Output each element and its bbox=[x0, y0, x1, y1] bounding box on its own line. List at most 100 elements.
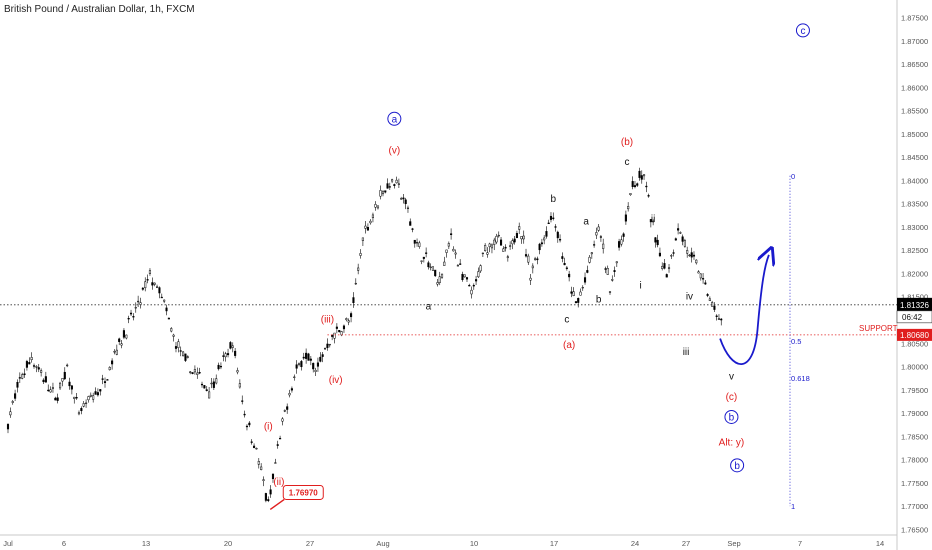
candle-body bbox=[593, 244, 596, 246]
candle-body bbox=[597, 226, 600, 231]
candle-body bbox=[391, 179, 394, 182]
candle-body bbox=[212, 381, 215, 388]
candle-body bbox=[679, 232, 682, 234]
candle-body bbox=[702, 278, 705, 280]
candle-body bbox=[411, 228, 414, 230]
countdown-value: 06:42 bbox=[902, 313, 923, 322]
candle-body bbox=[434, 269, 437, 277]
candle-body bbox=[681, 236, 684, 242]
candle-body bbox=[70, 385, 73, 390]
candle-body bbox=[606, 268, 609, 275]
candle-body bbox=[459, 263, 462, 265]
candle-body bbox=[420, 260, 423, 262]
low-callout-value: 1.76970 bbox=[289, 488, 318, 497]
candle-body bbox=[595, 232, 598, 236]
candle-body bbox=[250, 441, 253, 443]
candle-body bbox=[189, 371, 192, 373]
price-tick-label: 1.83500 bbox=[901, 200, 928, 209]
candle-body bbox=[196, 372, 199, 375]
candle-body bbox=[32, 365, 36, 367]
time-tick-label: 17 bbox=[550, 539, 558, 548]
candles bbox=[6, 167, 723, 503]
wave-label: (iv) bbox=[329, 375, 343, 386]
candle-body bbox=[127, 317, 130, 320]
candle-body bbox=[477, 271, 480, 278]
candle-body bbox=[54, 397, 57, 401]
candle-body bbox=[683, 240, 686, 247]
fib-level-label: 1 bbox=[791, 502, 795, 511]
candle-body bbox=[583, 277, 587, 283]
candle-body bbox=[80, 408, 83, 412]
wave-label: (i) bbox=[264, 421, 273, 432]
time-tick-label: 13 bbox=[142, 539, 150, 548]
wave-label: b bbox=[550, 194, 556, 205]
candle-body bbox=[549, 215, 553, 220]
candle-body bbox=[87, 396, 90, 401]
candle-body bbox=[395, 179, 398, 184]
wave-label-circle bbox=[387, 111, 402, 126]
candle-body bbox=[198, 372, 201, 374]
wave-label: Alt: y) bbox=[719, 438, 745, 449]
candle-body bbox=[253, 445, 256, 448]
candle-body bbox=[9, 411, 12, 416]
time-tick-label: 27 bbox=[682, 539, 690, 548]
candle-body bbox=[23, 373, 26, 376]
candle-body bbox=[103, 381, 107, 383]
candle-body bbox=[208, 391, 211, 399]
wave-label: c bbox=[800, 26, 805, 37]
candle-body bbox=[234, 350, 237, 356]
candle-body bbox=[68, 381, 71, 387]
price-tick-label: 1.80000 bbox=[901, 363, 928, 372]
candle-body bbox=[620, 239, 623, 245]
candle-body bbox=[297, 362, 301, 366]
low-callout-box bbox=[282, 484, 324, 500]
candle-body bbox=[436, 282, 439, 285]
candle-body bbox=[661, 265, 664, 269]
candle-body bbox=[118, 338, 121, 342]
candle-body bbox=[312, 362, 315, 370]
candle-body bbox=[276, 444, 279, 446]
candle-body bbox=[25, 361, 28, 368]
candle-body bbox=[422, 256, 425, 259]
candle-body bbox=[14, 393, 17, 399]
price-tick-label: 1.87500 bbox=[901, 14, 928, 23]
candle-body bbox=[381, 191, 385, 195]
wave-label: a bbox=[583, 217, 589, 228]
candle-body bbox=[314, 369, 317, 372]
candle-body bbox=[184, 353, 187, 361]
candle-body bbox=[151, 282, 154, 286]
candle-body bbox=[649, 219, 652, 223]
candle-body bbox=[215, 378, 218, 384]
candle-body bbox=[177, 341, 180, 348]
time-tick-label: 24 bbox=[631, 539, 639, 548]
candle-body bbox=[376, 205, 380, 209]
candle-body bbox=[638, 170, 641, 178]
candle-body bbox=[695, 259, 698, 264]
candle-body bbox=[511, 240, 514, 245]
wave-annotations: SUPPORT 0 0.5 0.618 1 1.76970 (i) (ii) (iii) (iv)… bbox=[264, 23, 898, 511]
candle-body bbox=[445, 249, 448, 253]
last-price-value: 1.81326 bbox=[900, 301, 929, 310]
candle-body bbox=[502, 248, 505, 252]
candle-body bbox=[255, 447, 258, 450]
candle-body bbox=[115, 349, 118, 355]
candle-body bbox=[307, 353, 310, 361]
candle-body bbox=[129, 312, 133, 315]
candle-body bbox=[191, 372, 194, 374]
candle-body bbox=[66, 364, 69, 367]
candle-body bbox=[148, 270, 152, 274]
candle-body bbox=[21, 374, 24, 379]
candle-body bbox=[271, 473, 275, 480]
candle-body bbox=[717, 318, 721, 320]
wave-label: (a) bbox=[563, 340, 575, 351]
candle-body bbox=[652, 220, 655, 223]
candle-body bbox=[429, 266, 432, 268]
candle-body bbox=[158, 287, 161, 294]
support-label: SUPPORT bbox=[859, 324, 898, 333]
candle-body bbox=[44, 376, 47, 383]
wave-label: (v) bbox=[389, 145, 401, 156]
candle-body bbox=[631, 181, 634, 187]
price-tags: 1.81326 06:42 1.80680 bbox=[896, 297, 932, 341]
candle-body bbox=[200, 383, 204, 386]
